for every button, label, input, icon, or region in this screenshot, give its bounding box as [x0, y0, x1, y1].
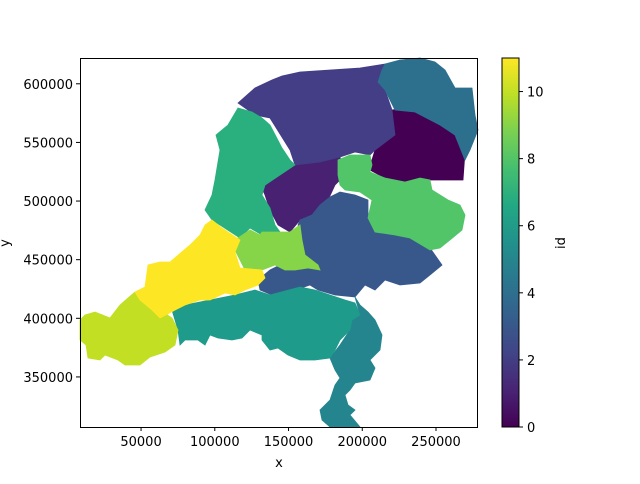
y-axis-label: y [0, 239, 13, 247]
x-tick-label: 50000 [120, 435, 161, 450]
axes-frame [80, 58, 478, 428]
x-ticks: 50000 100000 150000 200000 250000 [120, 427, 461, 450]
colorbar-tick-label: 0 [527, 421, 535, 436]
y-tick-label: 350000 [23, 371, 73, 386]
colorbar-ticks: 0 2 4 6 8 10 [519, 86, 544, 436]
x-tick-label: 100000 [190, 435, 240, 450]
region-8 [337, 154, 466, 251]
y-tick-label: 500000 [23, 195, 73, 210]
colorbar-tick-label: 4 [527, 287, 535, 302]
y-tick-label: 600000 [23, 78, 73, 93]
colorbar-tick-label: 6 [527, 220, 535, 235]
colorbar-tick-label: 2 [527, 354, 535, 369]
region-4 [377, 57, 479, 161]
colorbar [501, 57, 520, 428]
region-11 [134, 219, 266, 319]
x-tick-label: 200000 [337, 435, 387, 450]
x-tick-label: 250000 [411, 435, 461, 450]
colorbar-tick-label: 8 [527, 153, 535, 168]
colorbar-label: id [554, 237, 569, 249]
region-5 [319, 296, 383, 428]
y-tick-label: 400000 [23, 312, 73, 327]
region-6 [171, 286, 361, 361]
y-ticks: 350000 400000 450000 500000 550000 600000 [23, 78, 80, 386]
y-tick-label: 450000 [23, 254, 73, 269]
colorbar-tick-label: 10 [527, 86, 544, 101]
x-tick-label: 150000 [264, 435, 314, 450]
x-axis-label: x [275, 456, 283, 471]
region-2 [237, 63, 396, 166]
map-regions [79, 57, 479, 428]
y-tick-label: 550000 [23, 136, 73, 151]
